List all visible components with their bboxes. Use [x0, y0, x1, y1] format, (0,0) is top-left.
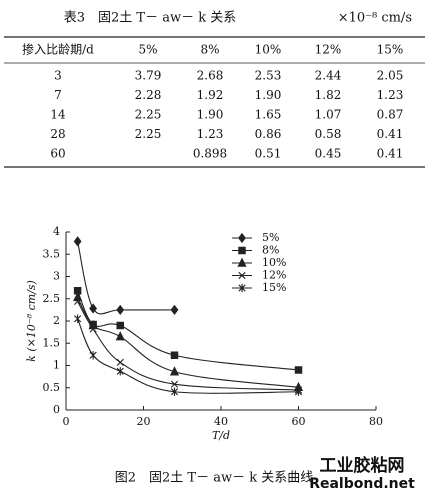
table-cell: 14 [50, 108, 66, 122]
y-tick-label: 2 [53, 314, 60, 327]
y-tick-label: 4 [53, 225, 60, 238]
watermark-cn: 工业胶粘网 [320, 455, 405, 476]
legend-marker [238, 283, 246, 293]
table-cell: 0.41 [377, 147, 404, 161]
series-line [77, 301, 299, 391]
table-cell: 60 [50, 147, 65, 161]
data-point [169, 366, 180, 376]
table-title: 表3 固2土 T－ aw－ k 关系 [64, 11, 237, 26]
data-point [73, 286, 82, 295]
data-point [294, 366, 303, 374]
legend-marker [237, 257, 247, 267]
table-cell: 1.92 [197, 88, 224, 102]
table-cell: 2.44 [315, 69, 342, 83]
y-tick-label: 0 [53, 403, 60, 416]
x-tick-label: 20 [137, 415, 151, 428]
table-header: 12% [315, 43, 342, 57]
table-cell: 2.53 [255, 69, 282, 83]
table-cell: 7 [54, 88, 62, 102]
data-point [89, 303, 98, 314]
legend-label: 15% [262, 281, 286, 294]
table-cell: 0.898 [193, 147, 227, 161]
y-tick-label: 0.5 [43, 381, 61, 394]
series-line [77, 318, 299, 394]
legend-label: 5% [262, 231, 279, 244]
table-header: 8% [200, 43, 219, 57]
data-point [73, 236, 82, 247]
legend-marker [238, 271, 246, 280]
data-point [74, 297, 82, 306]
y-tick-label: 1 [53, 359, 60, 372]
y-tick-label: 1.5 [43, 336, 61, 349]
series-line [77, 297, 299, 388]
table-cell: 1.65 [255, 108, 282, 122]
data-point [73, 291, 83, 302]
table-cell: 0.58 [315, 127, 342, 141]
table-cell: 2.25 [135, 108, 162, 122]
table-cell: 0.45 [315, 147, 342, 161]
table-cell: 1.07 [315, 108, 342, 122]
data-point [294, 387, 303, 396]
data-point [116, 304, 125, 315]
legend-label: 12% [262, 269, 286, 282]
table-header: 10% [255, 43, 282, 57]
data-point [89, 351, 97, 360]
y-tick-label: 3.5 [43, 247, 61, 260]
table-cell: 3.79 [135, 69, 162, 83]
table-cell: 3 [54, 69, 62, 83]
series-line [77, 241, 175, 315]
table-unit: ×10⁻⁸ cm/s [338, 11, 412, 26]
table-cell: 1.90 [255, 88, 282, 102]
table-cell: 0.41 [377, 127, 404, 141]
legend-marker [238, 246, 246, 255]
legend-label: 8% [262, 244, 279, 257]
legend-marker [238, 232, 246, 244]
figure-caption: 图2 固2土 T－ aw－ k 关系曲线 [115, 471, 314, 486]
data-point [116, 321, 124, 330]
table-cell: 1.23 [377, 88, 404, 102]
x-tick-label: 0 [63, 415, 70, 428]
table-cell: 1.90 [197, 108, 224, 122]
data-point [170, 380, 179, 388]
data-point [170, 351, 179, 360]
table-cell: 28 [50, 127, 65, 141]
data-point [74, 314, 82, 323]
watermark-en: Realbond.net [309, 476, 415, 492]
data-point [116, 358, 124, 366]
table-cell: 2.25 [135, 127, 162, 141]
data-point [170, 387, 179, 396]
series-line [77, 290, 299, 371]
legend-label: 10% [262, 256, 286, 269]
x-axis-label: T/d [212, 429, 230, 442]
table-cell: 0.51 [255, 147, 282, 161]
table-cell: 2.68 [197, 69, 224, 83]
table-cell: 1.23 [197, 127, 224, 141]
y-tick-label: 3 [53, 270, 60, 283]
table-cell: 1.82 [315, 88, 342, 102]
x-tick-label: 60 [292, 415, 306, 428]
y-axis-label: k (×10⁻⁸ cm/s) [25, 280, 38, 362]
table-header: 5% [138, 43, 157, 57]
table-cell: 0.87 [377, 108, 404, 122]
data-point [170, 304, 179, 315]
data-point [115, 331, 125, 341]
table-cell: 2.28 [135, 88, 162, 102]
table-cell: 2.05 [377, 69, 404, 83]
x-tick-label: 40 [214, 415, 228, 428]
table-header: 掺入比龄期/d [22, 42, 94, 57]
y-tick-label: 2.5 [43, 292, 61, 305]
data-point [89, 325, 97, 333]
x-tick-label: 80 [369, 415, 383, 428]
data-point [116, 367, 124, 376]
table-header: 15% [377, 43, 404, 57]
table-cell: 0.86 [255, 127, 282, 141]
